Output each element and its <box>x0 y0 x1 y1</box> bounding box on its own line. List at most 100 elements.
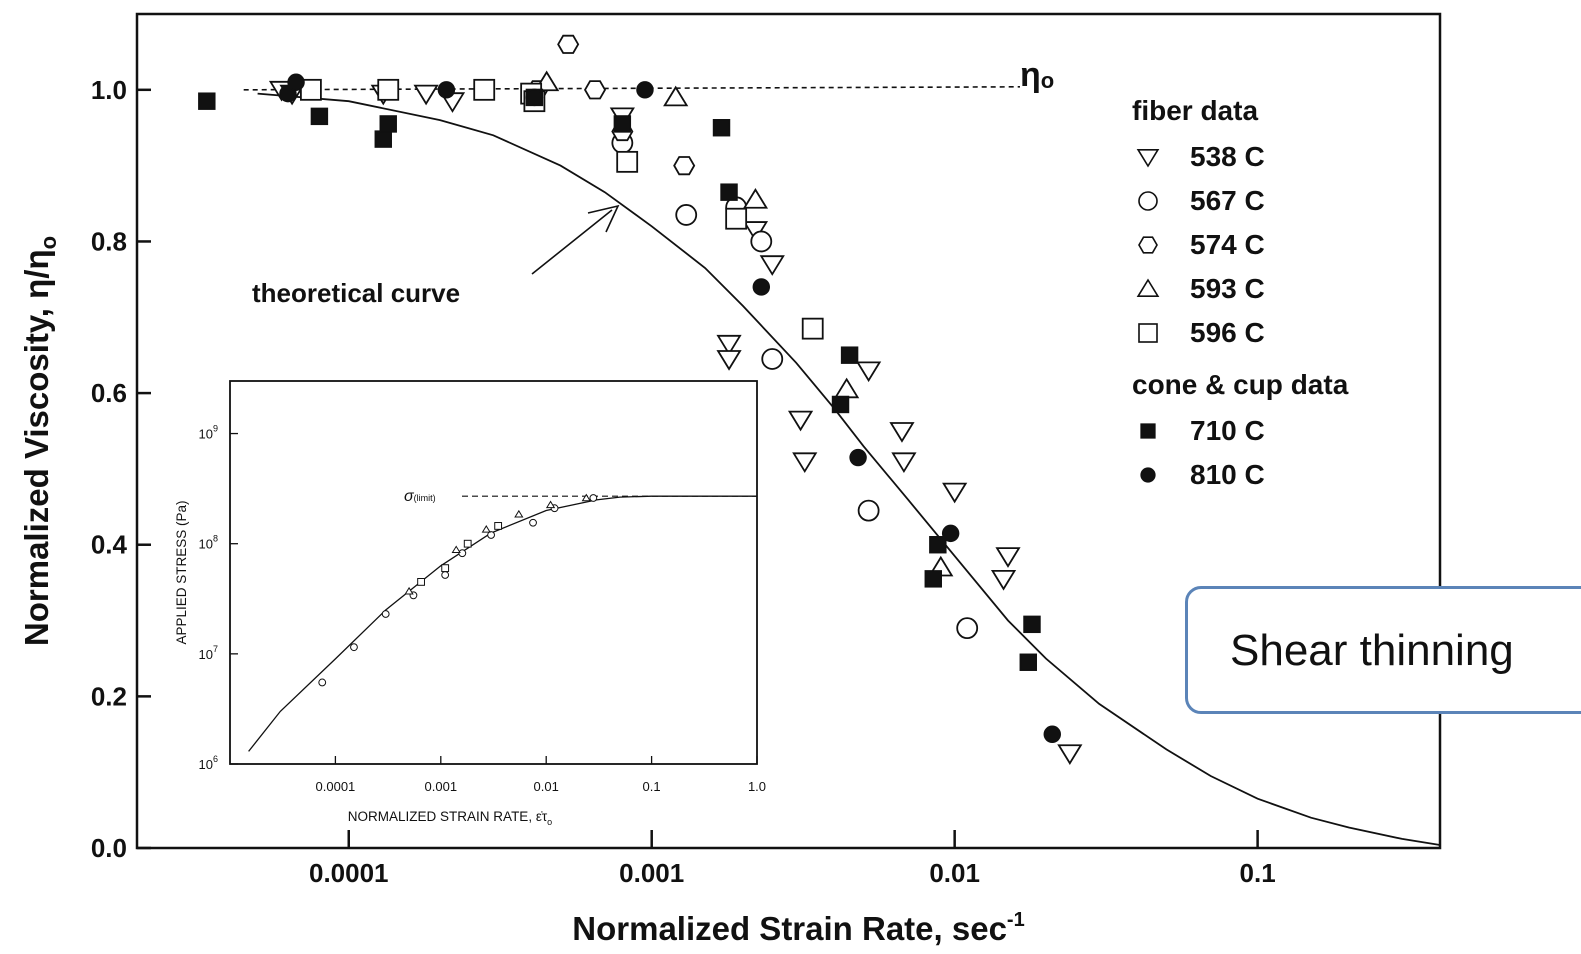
data-point <box>716 334 742 356</box>
data-point <box>924 570 942 588</box>
sigma-limit-label: σ(limit) <box>404 488 436 505</box>
y-tick-label: 0.4 <box>91 530 128 560</box>
y-axis-label-sub: o <box>36 236 61 249</box>
inset-stress-plot: 106 107 108 109 0.0001 0.001 0.01 0.1 1.0 NORMALI… <box>174 380 766 827</box>
inset-data-point <box>494 522 503 530</box>
inset-y-tick-label: 107 <box>199 644 218 662</box>
eta0-label-sub: o <box>1041 68 1054 93</box>
data-point <box>663 85 689 107</box>
data-point <box>857 499 880 522</box>
inset-data-point <box>350 643 358 652</box>
data-point <box>616 150 639 173</box>
theoretical-curve-annotation: theoretical curve <box>252 278 460 308</box>
legend-label: 574 C <box>1190 229 1265 260</box>
legend-marker <box>1140 423 1156 439</box>
y-tick-label: 0.8 <box>91 226 127 256</box>
data-point <box>525 88 544 107</box>
y-tick-label: 1.0 <box>91 75 127 105</box>
y-axis-label: Normalized Viscosity, η/ηo <box>18 236 61 646</box>
x-tick-label: 0.01 <box>929 858 980 888</box>
inset-theoretical-curve <box>248 495 757 752</box>
data-point <box>198 92 216 110</box>
data-point <box>377 78 400 101</box>
inset-data-point <box>487 531 495 539</box>
data-point <box>720 183 738 201</box>
x-axis-label-sup: -1 <box>1007 909 1025 931</box>
eta0-label: ηo <box>1020 56 1054 94</box>
inset-x-tick-label: 0.01 <box>534 779 559 794</box>
x-axis-label: Normalized Strain Rate, sec-1 <box>572 909 1024 947</box>
inset-data-point <box>318 678 327 687</box>
sigma-limit-label-sub: (limit) <box>414 493 436 503</box>
data-point <box>891 452 917 474</box>
y-tick-label: 0.6 <box>91 378 127 408</box>
series-810-c <box>279 73 1061 743</box>
data-point <box>929 536 947 554</box>
data-point <box>716 350 742 371</box>
legend-marker <box>1138 236 1158 254</box>
inset-data-point <box>404 586 414 595</box>
inset-y-tick-label: 106 <box>199 754 218 772</box>
inset-data-point <box>381 610 390 618</box>
inset-x-tick-label: 0.001 <box>425 779 458 794</box>
data-point <box>956 617 979 640</box>
inset-data-point <box>451 545 461 554</box>
inset-y-tick-label: 108 <box>199 534 218 552</box>
data-point <box>941 524 960 543</box>
legend-label: 538 C <box>1190 141 1265 172</box>
inset-series-square <box>417 522 503 586</box>
inset-data-point <box>529 518 537 527</box>
inset-y-tick-exp: 8 <box>213 534 218 544</box>
data-point <box>374 130 392 148</box>
legend-marker <box>1140 467 1156 483</box>
inset-y-tick-exp: 7 <box>213 644 218 654</box>
legend-label: 593 C <box>1190 273 1265 304</box>
data-point <box>942 482 968 504</box>
data-point <box>834 377 860 399</box>
legend-marker <box>1138 191 1158 211</box>
y-tick-label: 0.0 <box>91 833 127 863</box>
inset-series-triangle-up <box>404 493 591 595</box>
x-tick-label: 0.001 <box>619 858 684 888</box>
data-point <box>725 207 748 230</box>
main-viscosity-plot: 0.0 0.2 0.4 0.6 0.8 1.0 0.0001 0.001 0.01 0.1 Norm… <box>18 12 1442 947</box>
legend-label: 567 C <box>1190 185 1265 216</box>
inset-y-axis-label: APPLIED STRESS (Pa) <box>174 500 189 644</box>
legend-label: 710 C <box>1190 415 1265 446</box>
data-point <box>613 115 632 133</box>
inset-x-axis-label: NORMALIZED STRAIN RATE, ε̇τo <box>348 809 552 827</box>
data-point <box>712 119 731 137</box>
inset-x-tick-label: 0.1 <box>643 779 661 794</box>
data-point <box>300 78 322 101</box>
data-point <box>1019 653 1038 671</box>
data-point <box>473 78 496 101</box>
data-point <box>673 156 696 176</box>
data-point <box>787 410 814 432</box>
series-538-c <box>268 80 1083 765</box>
inset-data-point <box>545 500 556 509</box>
inset-x-tick-label: 1.0 <box>748 779 766 794</box>
legend-marker <box>1136 278 1160 298</box>
legend-label: 810 C <box>1190 459 1265 490</box>
data-point <box>750 230 773 253</box>
data-point <box>742 188 769 209</box>
data-point <box>801 317 824 340</box>
legend-group-title: fiber data <box>1132 95 1258 126</box>
annotation-arrow-shaft <box>531 209 613 275</box>
inset-data-point <box>441 571 450 579</box>
theoretical-curve <box>257 92 1441 846</box>
data-point <box>752 278 771 296</box>
data-point <box>413 84 439 106</box>
data-point <box>583 80 607 100</box>
main-plot-frame <box>135 12 1442 850</box>
inset-y-tick-exp: 6 <box>213 754 218 764</box>
data-point <box>287 73 305 91</box>
inset-data-point <box>417 578 425 586</box>
data-point <box>849 448 867 467</box>
inset-data-point <box>581 493 591 502</box>
data-point <box>990 569 1017 591</box>
data-point <box>761 348 784 370</box>
eta0-reference-line <box>243 86 1021 91</box>
data-point <box>310 107 329 126</box>
